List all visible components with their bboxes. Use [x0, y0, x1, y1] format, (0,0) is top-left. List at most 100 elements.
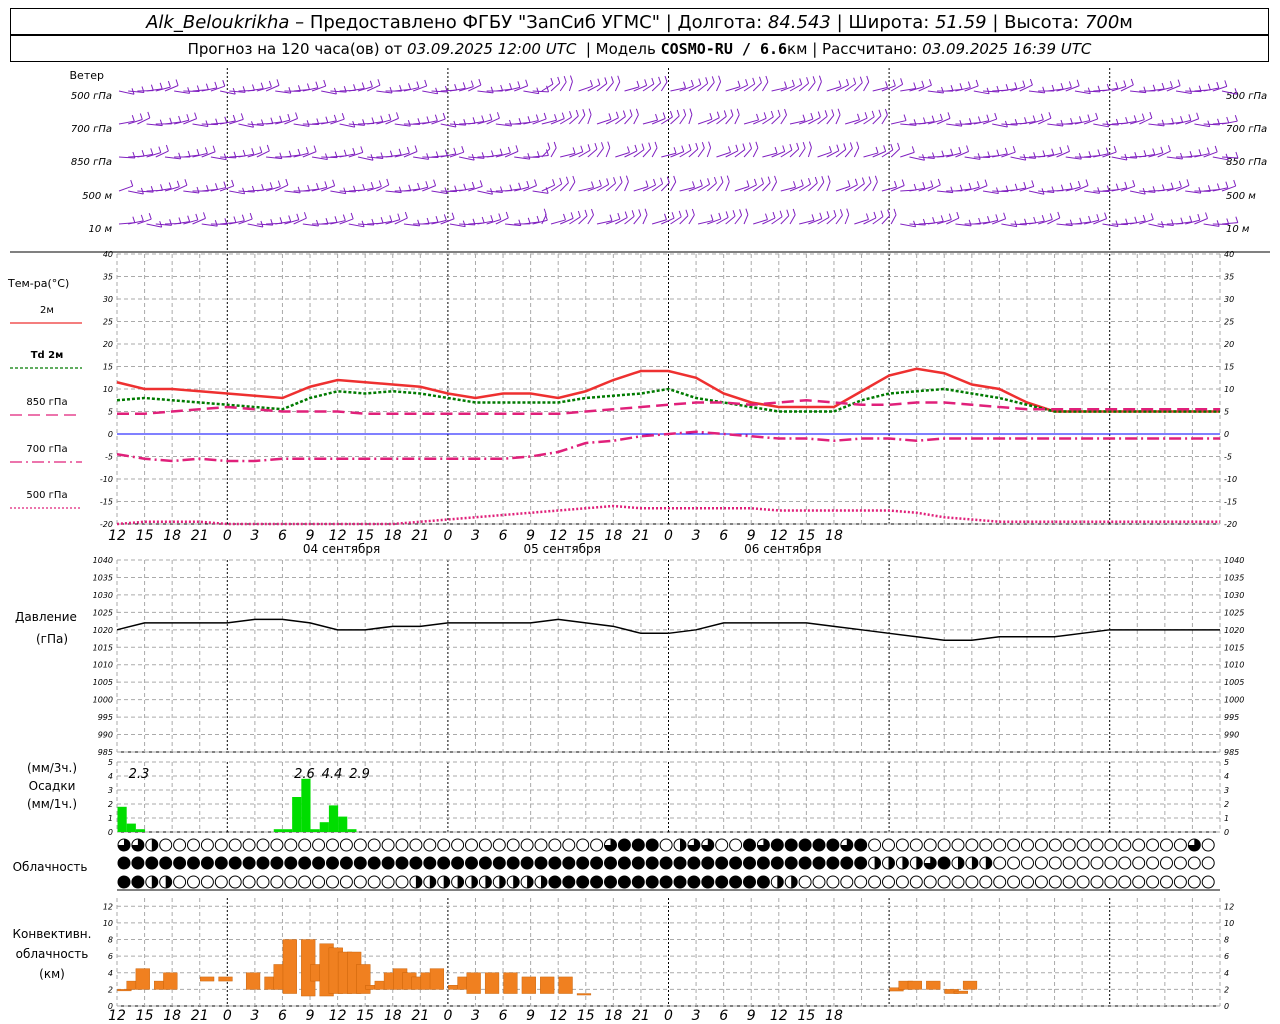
- wind-barb-feather: [416, 81, 420, 88]
- wind-barb: [725, 150, 739, 158]
- wind-barb-feather: [1088, 215, 1092, 223]
- wind-level-right: 500 м: [1226, 191, 1256, 202]
- wind-barb-feather: [874, 175, 878, 182]
- wind-barb-feather: [233, 216, 237, 223]
- wind-barb: [477, 119, 492, 125]
- wind-barb: [523, 90, 539, 95]
- wind-barb: [762, 116, 774, 125]
- wind-barb-feather: [761, 177, 764, 184]
- wind-barb-feather: [139, 113, 143, 120]
- wind-barb-feather: [443, 214, 447, 221]
- wind-barb: [844, 148, 853, 158]
- precip-bar: [282, 829, 293, 832]
- wind-barb: [872, 216, 884, 225]
- wind-barb: [826, 115, 835, 125]
- wind-barb: [155, 86, 171, 92]
- wind-barb-feather: [873, 211, 877, 219]
- wind-barb-feather: [1216, 220, 1220, 227]
- wind-barb-feather: [1170, 182, 1174, 189]
- cloud-circle: [1076, 856, 1090, 870]
- alt-value: 700: [1084, 12, 1120, 33]
- wind-barb-feather: [141, 86, 145, 93]
- wind-barb: [284, 219, 299, 225]
- wind-barb: [716, 181, 724, 192]
- cloud-circle: [298, 856, 312, 870]
- wind-barb-feather: [770, 110, 774, 118]
- wind-barb-feather: [727, 146, 731, 153]
- wind-barb: [826, 86, 842, 92]
- cloud-circle: [909, 838, 923, 852]
- temp-tick-left: 15: [103, 363, 113, 372]
- wind-barb: [716, 81, 722, 92]
- temp-legend-text: 850 гПа: [26, 397, 67, 408]
- wind-barb-feather: [525, 79, 529, 86]
- wind-barb: [955, 223, 972, 227]
- wind-barb-feather: [730, 109, 734, 116]
- wind-barb: [900, 123, 917, 126]
- temp-tick-left: -5: [105, 453, 113, 462]
- wind-barb-feather: [671, 212, 675, 219]
- wind-barb-feather: [948, 213, 952, 220]
- cloud-circle: [617, 856, 631, 870]
- wind-barb-feather: [1059, 146, 1063, 154]
- cloud-circle: [451, 838, 465, 852]
- wind-barb: [955, 87, 971, 92]
- x-tick-label-bottom: 3: [692, 1008, 701, 1024]
- wind-barb-feather: [859, 76, 863, 83]
- wind-barb: [523, 185, 537, 192]
- conv-bar: [135, 968, 150, 990]
- wind-barb: [118, 156, 135, 159]
- wind-barb-feather: [490, 215, 494, 222]
- wind-barb-feather: [266, 144, 270, 152]
- wind-barb: [155, 150, 169, 158]
- wind-barb: [1102, 223, 1119, 227]
- wind-barb-feather: [1205, 212, 1209, 219]
- wind-barb-feather: [260, 82, 264, 89]
- wind-barb-feather: [224, 116, 228, 123]
- wind-barb-feather: [386, 178, 390, 186]
- wind-barb-feather: [1224, 80, 1228, 87]
- wind-barb-feather: [662, 112, 666, 119]
- precip-bar: [117, 806, 127, 832]
- x-tick-label-bottom: 15: [797, 1008, 815, 1024]
- wind-barb-feather: [950, 148, 954, 155]
- wind-barb: [385, 154, 402, 158]
- cloud-circle: [492, 856, 506, 870]
- x-tick-label: 0: [443, 528, 452, 544]
- cloud-circle: [868, 838, 882, 852]
- cloud-circle: [659, 875, 673, 889]
- wind-barb: [1074, 221, 1091, 225]
- cloud-circle: [367, 875, 381, 889]
- wind-barb: [817, 216, 830, 225]
- wind-barb-feather: [406, 146, 410, 154]
- wind-barb-feather: [817, 111, 821, 118]
- wind-barb-feather: [800, 179, 804, 186]
- wind-barb-feather: [397, 213, 401, 220]
- wind-barb-feather: [1060, 83, 1064, 90]
- wind-barb-feather: [880, 210, 884, 217]
- wind-barb-feather: [176, 180, 180, 187]
- wind-barb-feather: [132, 216, 136, 223]
- wind-barb: [164, 85, 179, 92]
- wind-barb-feather: [808, 141, 812, 148]
- wind-barb-feather: [295, 112, 299, 119]
- cloud-circle: [200, 875, 214, 889]
- wind-barb-feather: [950, 186, 954, 193]
- wind-label: Ветер: [70, 69, 104, 82]
- wind-barb: [238, 218, 253, 225]
- wind-barb-feather: [261, 119, 264, 126]
- wind-barb: [247, 123, 264, 126]
- wind-barb: [1056, 150, 1070, 158]
- wind-barb: [752, 147, 759, 158]
- cloud-circle: [520, 838, 534, 852]
- wind-barb-feather: [536, 215, 540, 223]
- wind-barb-feather: [591, 181, 594, 188]
- wind-barb-feather: [407, 120, 411, 127]
- wind-barb-feather: [819, 212, 823, 219]
- x-tick-label-bottom: 9: [526, 1008, 535, 1024]
- wind-barb-feather: [131, 115, 135, 122]
- wind-barb: [918, 186, 933, 192]
- wind-barb: [587, 185, 602, 192]
- wind-barb: [293, 152, 309, 158]
- wind-barb-feather: [426, 116, 430, 123]
